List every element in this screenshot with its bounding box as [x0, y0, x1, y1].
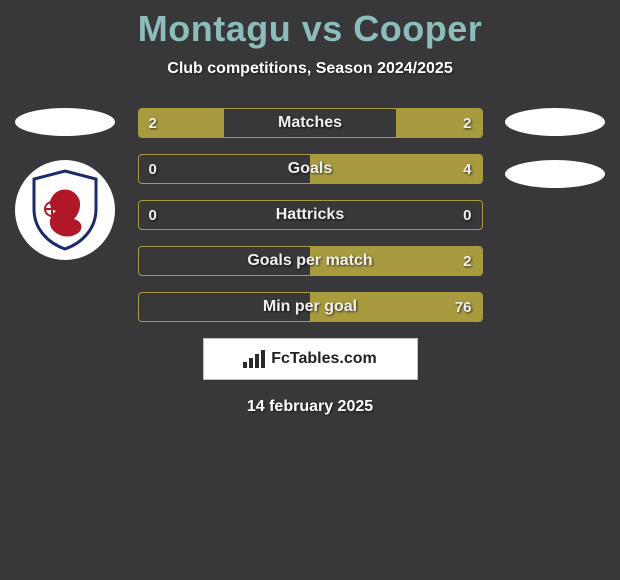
stat-value-right: 0 [463, 201, 471, 229]
stat-row-hattricks: 0 Hattricks 0 [138, 200, 483, 230]
source-logo: FcTables.com [203, 338, 418, 380]
stat-row-goals: 0 Goals 4 [138, 154, 483, 184]
stat-value-right: 2 [463, 247, 471, 275]
player2-oval-placeholder-1 [505, 108, 605, 136]
bars-icon [243, 350, 265, 368]
date-label: 14 february 2025 [0, 398, 620, 416]
left-player-column [10, 108, 120, 260]
stat-bars: 2 Matches 2 0 Goals 4 0 Hattricks 0 Goal… [138, 108, 483, 322]
stat-value-right: 76 [455, 293, 472, 321]
stat-label: Goals [139, 155, 482, 183]
source-logo-text: FcTables.com [271, 350, 377, 368]
stat-value-right: 4 [463, 155, 471, 183]
right-player-column [500, 108, 610, 212]
player1-oval-placeholder [15, 108, 115, 136]
stat-label: Min per goal [139, 293, 482, 321]
stat-label: Hattricks [139, 201, 482, 229]
comparison-chart: 2 Matches 2 0 Goals 4 0 Hattricks 0 Goal… [0, 108, 620, 322]
stat-row-goals-per-match: Goals per match 2 [138, 246, 483, 276]
page-title: Montagu vs Cooper [0, 0, 620, 50]
shield-icon [30, 169, 100, 251]
stat-label: Goals per match [139, 247, 482, 275]
player1-club-crest [15, 160, 115, 260]
subtitle: Club competitions, Season 2024/2025 [0, 60, 620, 78]
stat-row-min-per-goal: Min per goal 76 [138, 292, 483, 322]
player2-oval-placeholder-2 [505, 160, 605, 188]
stat-label: Matches [139, 109, 482, 137]
stat-row-matches: 2 Matches 2 [138, 108, 483, 138]
stat-value-right: 2 [463, 109, 471, 137]
